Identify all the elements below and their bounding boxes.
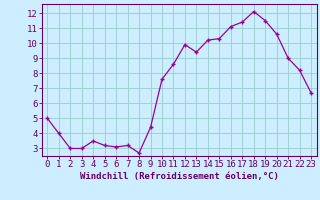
X-axis label: Windchill (Refroidissement éolien,°C): Windchill (Refroidissement éolien,°C) xyxy=(80,172,279,181)
